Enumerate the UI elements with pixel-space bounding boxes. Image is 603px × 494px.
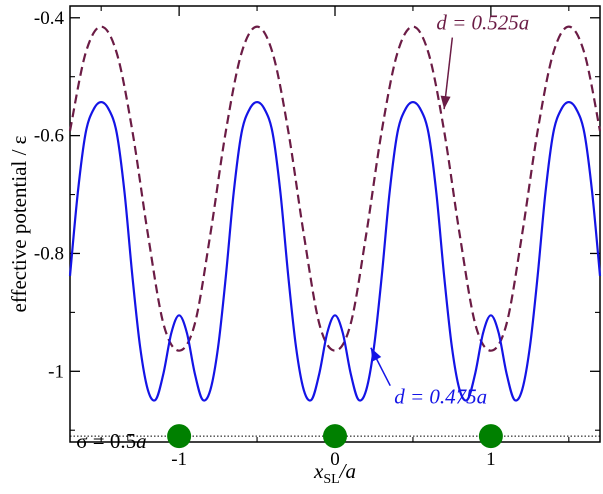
y-tick-label: -0.4 — [34, 8, 65, 29]
y-axis-label: effective potential / ε — [7, 135, 31, 312]
ticks-group: -1 0 1 -1 -0.8 -0.6 -0.4 — [34, 6, 600, 470]
x-tick-label: 1 — [486, 449, 496, 470]
series-group — [68, 25, 602, 402]
markers-group — [167, 424, 503, 449]
annotation-dashed: d = 0.525a — [436, 11, 529, 35]
annotation-sigma-unit: a — [136, 429, 147, 453]
annotation-sigma: σ = 0.5a — [76, 429, 146, 453]
particle-marker — [478, 424, 503, 449]
x-tick-label: -1 — [171, 449, 187, 470]
annotation-sigma-text: σ = 0.5 — [76, 429, 136, 453]
x-axis-label-main: x — [313, 459, 324, 483]
x-axis-label-suffix: /a — [339, 459, 356, 483]
particle-marker — [323, 424, 347, 449]
annotation-solid-text: d = 0.475 — [394, 385, 476, 409]
y-tick-label: -1 — [48, 361, 64, 382]
annotation-solid: d = 0.475a — [394, 385, 487, 409]
y-tick-label: -0.6 — [34, 126, 64, 147]
x-axis-label-sub: SL — [323, 472, 339, 487]
x-axis-label: xSL/a — [313, 459, 356, 487]
annotation-solid-unit: a — [477, 385, 488, 409]
series-line-d0475 — [68, 100, 602, 402]
x-tick-label: 0 — [330, 449, 340, 470]
plot-frame — [69, 5, 601, 443]
series-line-d0525 — [68, 25, 602, 352]
annotation-dashed-arrow-head — [440, 95, 451, 110]
y-tick-label: -0.8 — [34, 243, 64, 264]
annotation-dashed-unit: a — [519, 11, 530, 35]
particle-marker — [167, 424, 192, 449]
annotation-solid-arrow-head — [370, 347, 382, 362]
annotation-dashed-text: d = 0.525 — [436, 11, 518, 35]
